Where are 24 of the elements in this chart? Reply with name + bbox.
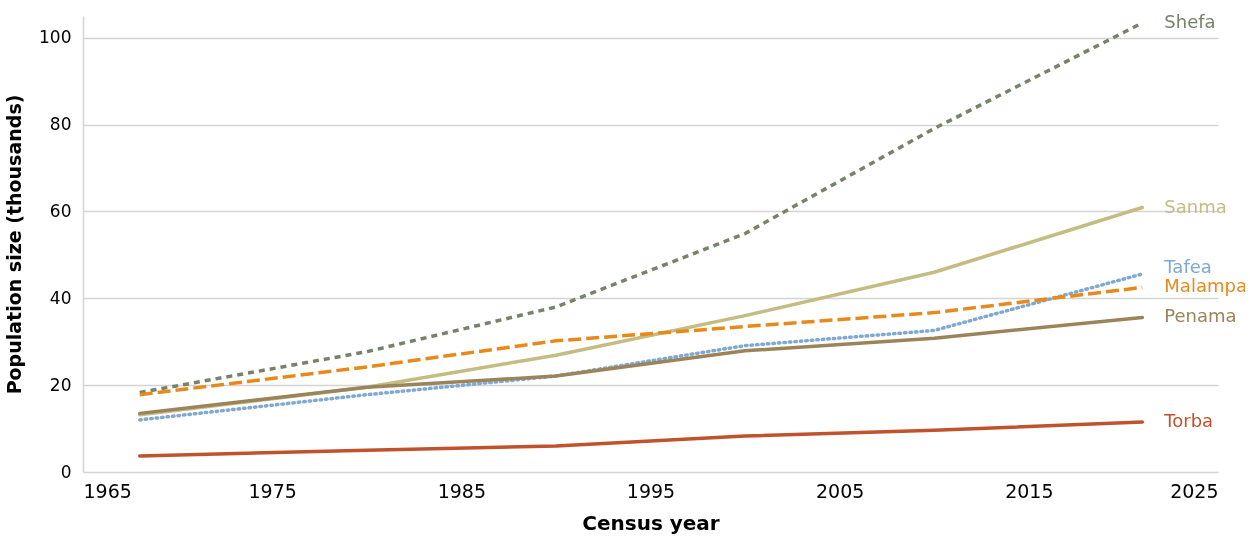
x-tick-label: 2005 <box>815 479 865 502</box>
x-tick-label: 1965 <box>83 479 132 502</box>
y-tick-label: 20 <box>49 374 72 395</box>
x-tick-label: 2025 <box>1170 479 1219 502</box>
series-label: Tafea <box>1163 255 1212 277</box>
y-tick-label: 40 <box>49 287 72 308</box>
x-axis-title: Census year <box>582 510 720 535</box>
series-label: Torba <box>1163 410 1214 432</box>
series-label: Malampa <box>1164 275 1247 297</box>
y-tick-label: 0 <box>60 461 72 482</box>
y-axis-title: Population size (thousands) <box>3 94 26 395</box>
x-tick-label: 2015 <box>1005 479 1054 502</box>
x-tick-label: 1995 <box>626 479 676 502</box>
x-tick-label: 1985 <box>437 479 487 502</box>
series-label: Sanma <box>1164 195 1227 217</box>
y-tick-label: 60 <box>49 200 72 221</box>
y-tick-label: 100 <box>39 27 72 48</box>
line-series <box>138 315 1145 416</box>
line-series <box>138 420 1145 458</box>
y-tick-label: 80 <box>49 114 72 135</box>
series-label: Penama <box>1164 305 1237 327</box>
x-tick-label: 1975 <box>248 479 297 502</box>
series-label: Shefa <box>1164 10 1216 32</box>
line-series <box>138 272 1145 422</box>
